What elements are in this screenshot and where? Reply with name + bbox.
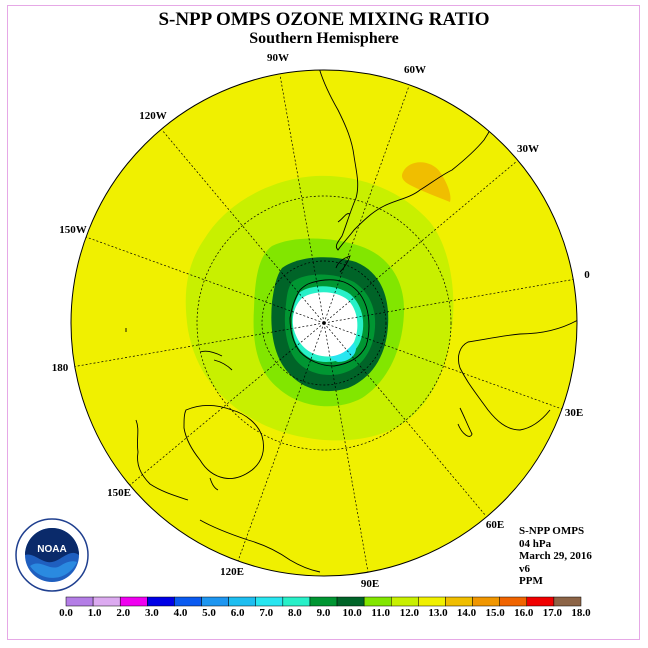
colorbar-swatch <box>92 596 121 607</box>
map-frame <box>7 5 640 640</box>
colorbar <box>65 596 582 607</box>
colorbar-swatch <box>391 596 419 607</box>
colorbar-swatch <box>336 596 365 607</box>
colorbar-swatch <box>282 596 311 607</box>
colorbar-swatch <box>119 596 148 607</box>
colorbar-tick-label: 8.0 <box>288 607 302 619</box>
colorbar-swatch <box>228 596 256 607</box>
colorbar-tick-label: 10.0 <box>342 607 362 619</box>
lon-label-150e: 150E <box>107 487 131 499</box>
colorbar-tick-label: 12.0 <box>399 607 419 619</box>
map-title: S-NPP OMPS OZONE MIXING RATIO <box>158 9 490 30</box>
colorbar-tick-label: 1.0 <box>87 607 102 619</box>
lon-label-180: 180 <box>52 362 69 374</box>
graticule <box>71 74 577 573</box>
colorbar-tick-label: 5.0 <box>202 607 216 619</box>
colorbar-tick-label: 18.0 <box>571 607 591 619</box>
lon-label-90w: 90W <box>267 52 289 64</box>
lon-label-150w: 150W <box>59 224 87 236</box>
colorbar-tick-label: 11.0 <box>371 607 391 619</box>
colorbar-tick-label: 2.0 <box>116 607 131 619</box>
colorbar-swatch <box>309 596 338 607</box>
lon-label-30w: 30W <box>517 143 539 155</box>
info-units: PPM <box>519 575 543 587</box>
map-boundary <box>70 69 578 577</box>
lon-label-120w: 120W <box>139 110 167 122</box>
colorbar-swatch <box>445 596 473 607</box>
colorbar-swatch <box>65 596 94 607</box>
colorbar-tick-label: 17.0 <box>542 607 562 619</box>
noaa-logo: NOAA <box>15 518 89 592</box>
colorbar-tick-label: 15.0 <box>485 607 505 619</box>
map-subtitle: Southern Hemisphere <box>249 30 399 47</box>
colorbar-tick-label: 16.0 <box>514 607 534 619</box>
colorbar-swatch <box>174 596 202 607</box>
lon-label-90e: 90E <box>361 578 379 590</box>
lon-label-60w: 60W <box>404 64 426 76</box>
colorbar-swatch <box>526 596 555 607</box>
south-pole-marker <box>322 321 326 325</box>
colorbar-tick-label: 14.0 <box>456 607 477 619</box>
noaa-logo-text: NOAA <box>37 544 66 555</box>
colorbar-swatch <box>418 596 446 607</box>
colorbar-swatch <box>553 596 582 607</box>
colorbar-tick-label: 6.0 <box>230 607 245 619</box>
colorbar-swatch <box>499 596 528 607</box>
colorbar-tick-label: 4.0 <box>173 607 188 619</box>
colorbar-tick-label: 13.0 <box>428 607 448 619</box>
info-product: S-NPP OMPS <box>519 525 585 537</box>
lon-label-0: 0 <box>584 269 590 281</box>
colorbar-tick-label: 9.0 <box>316 607 331 619</box>
colorbar-swatch <box>472 596 500 607</box>
colorbar-swatch <box>255 596 284 607</box>
colorbar-swatch <box>201 596 229 607</box>
coastlines <box>125 70 577 575</box>
lon-label-30e: 30E <box>565 407 583 419</box>
colorbar-tick-label: 0.0 <box>59 607 73 619</box>
info-date: March 29, 2016 <box>519 550 592 562</box>
info-version: v6 <box>519 563 530 575</box>
ozone-field-orange <box>402 162 451 202</box>
lon-label-120e: 120E <box>220 566 244 578</box>
colorbar-tick-label: 7.0 <box>259 607 274 619</box>
colorbar-swatch <box>147 596 175 607</box>
lon-label-60e: 60E <box>486 519 504 531</box>
info-level: 04 hPa <box>519 538 552 550</box>
colorbar-tick-label: 3.0 <box>144 607 159 619</box>
colorbar-swatch <box>363 596 392 607</box>
